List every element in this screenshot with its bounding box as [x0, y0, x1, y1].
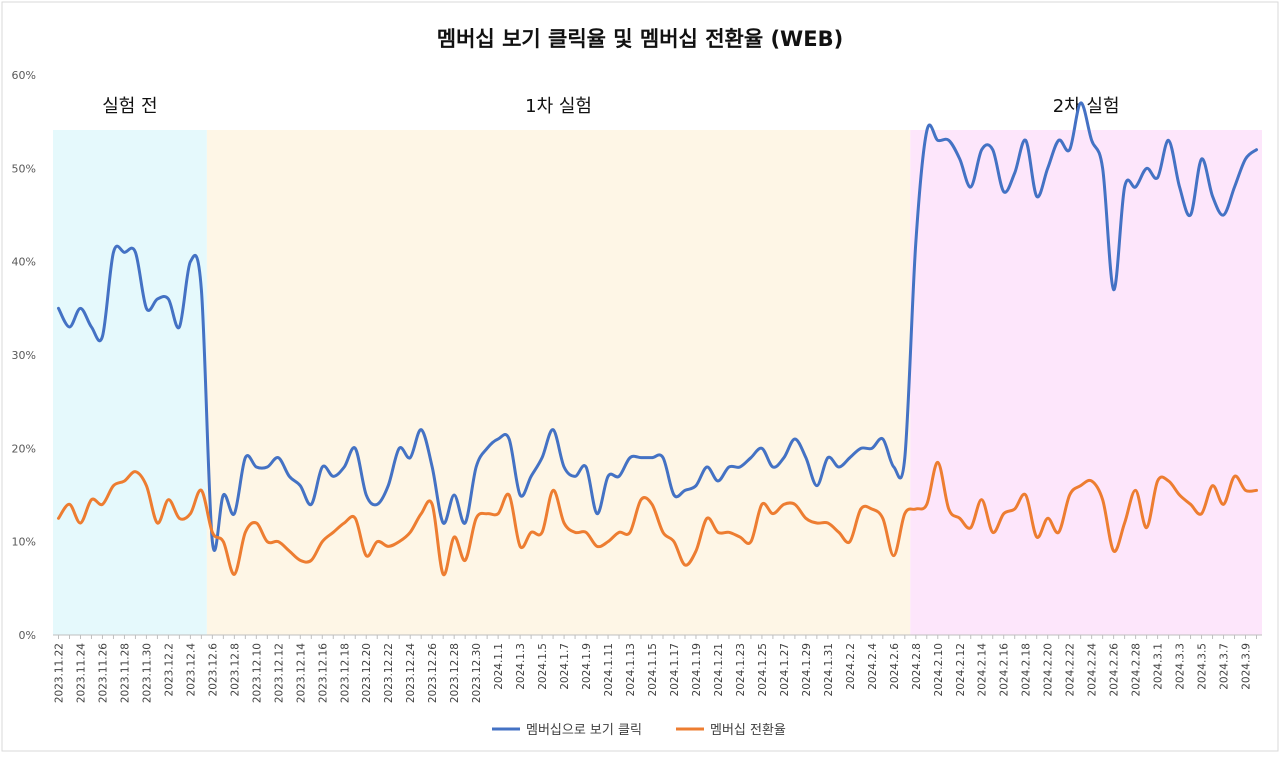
phase-label: 1차 실험: [525, 96, 592, 117]
y-tick-label: 20%: [12, 442, 36, 455]
x-tick-label: 2024.1.27: [779, 643, 791, 696]
chart-title: 멤버십 보기 클릭율 및 멤버십 전환율 (WEB): [437, 27, 843, 51]
x-tick-label: 2024.3.5: [1197, 643, 1209, 690]
x-tick-label: 2023.11.30: [141, 643, 153, 703]
x-tick-label: 2024.2.14: [977, 643, 989, 697]
x-tick-label: 2024.3.1: [1153, 643, 1165, 690]
y-tick-label: 40%: [12, 256, 36, 269]
x-tick-label: 2024.2.12: [955, 643, 967, 696]
phase-label: 2차 실험: [1053, 96, 1120, 117]
legend-label: 멤버십 전환율: [710, 723, 786, 738]
x-tick-label: 2024.1.13: [625, 643, 637, 696]
phase-band: [206, 130, 911, 635]
x-tick-label: 2024.2.26: [1109, 643, 1121, 697]
x-tick-label: 2024.1.29: [801, 643, 813, 696]
y-tick-label: 0%: [19, 629, 36, 642]
x-tick-label: 2023.12.6: [207, 643, 219, 697]
x-tick-label: 2023.12.20: [361, 643, 373, 703]
x-tick-label: 2024.2.8: [911, 643, 923, 690]
x-tick-label: 2024.1.23: [735, 643, 747, 696]
x-tick-label: 2024.1.9: [581, 643, 593, 690]
x-tick-label: 2023.11.24: [75, 643, 87, 703]
x-tick-label: 2023.12.24: [405, 643, 417, 703]
x-tick-label: 2023.12.28: [449, 643, 461, 703]
x-tick-label: 2024.1.19: [691, 643, 703, 696]
x-tick-label: 2024.1.31: [823, 643, 835, 696]
x-tick-label: 2023.12.4: [185, 643, 197, 697]
y-tick-label: 30%: [12, 349, 36, 362]
x-tick-label: 2023.12.22: [383, 643, 395, 703]
x-tick-label: 2023.12.30: [471, 643, 483, 703]
x-tick-label: 2023.12.10: [251, 643, 263, 703]
legend-label: 멤버십으로 보기 클릭: [526, 723, 642, 738]
x-tick-label: 2024.2.6: [889, 643, 901, 690]
x-tick-label: 2024.2.10: [933, 643, 945, 696]
x-tick-label: 2024.1.1: [493, 643, 505, 690]
x-tick-label: 2023.11.28: [119, 643, 131, 703]
x-tick-label: 2024.2.24: [1087, 643, 1099, 697]
x-tick-label: 2024.2.16: [999, 643, 1011, 697]
x-tick-label: 2023.12.2: [163, 643, 175, 696]
x-tick-label: 2024.1.7: [559, 643, 571, 690]
x-tick-label: 2024.2.4: [867, 643, 879, 690]
x-tick-label: 2023.11.26: [97, 643, 109, 703]
x-tick-label: 2024.2.20: [1043, 643, 1055, 696]
y-tick-label: 60%: [12, 69, 36, 82]
x-tick-label: 2024.1.3: [515, 643, 527, 690]
x-tick-label: 2024.2.22: [1065, 643, 1077, 696]
x-tick-label: 2024.2.28: [1131, 643, 1143, 696]
x-tick-label: 2024.3.9: [1241, 643, 1253, 690]
x-tick-label: 2024.1.17: [669, 643, 681, 696]
x-tick-label: 2024.3.3: [1175, 643, 1187, 690]
x-tick-label: 2024.1.21: [713, 643, 725, 696]
phase-label: 실험 전: [102, 96, 157, 117]
x-tick-label: 2024.1.11: [603, 643, 615, 696]
x-tick-label: 2024.1.5: [537, 643, 549, 690]
phase-band: [53, 130, 207, 635]
x-tick-label: 2023.12.18: [339, 643, 351, 703]
x-tick-label: 2024.2.18: [1021, 643, 1033, 696]
phase-band: [910, 130, 1262, 635]
x-tick-label: 2024.2.2: [845, 643, 857, 690]
x-tick-label: 2024.3.7: [1219, 643, 1231, 690]
series-line-conversion-rate: [57, 460, 1258, 576]
y-tick-label: 10%: [12, 536, 36, 549]
x-tick-label: 2024.1.25: [757, 643, 769, 696]
x-tick-label: 2023.12.12: [273, 643, 285, 703]
x-tick-label: 2023.12.26: [427, 643, 439, 703]
y-tick-label: 50%: [12, 162, 36, 175]
x-tick-label: 2023.12.14: [295, 643, 307, 703]
x-tick-label: 2023.11.22: [53, 643, 65, 703]
series-line-click-rate: [57, 101, 1258, 552]
x-tick-label: 2023.12.16: [317, 643, 329, 703]
x-tick-label: 2023.12.8: [229, 643, 241, 696]
x-tick-label: 2024.1.15: [647, 643, 659, 696]
